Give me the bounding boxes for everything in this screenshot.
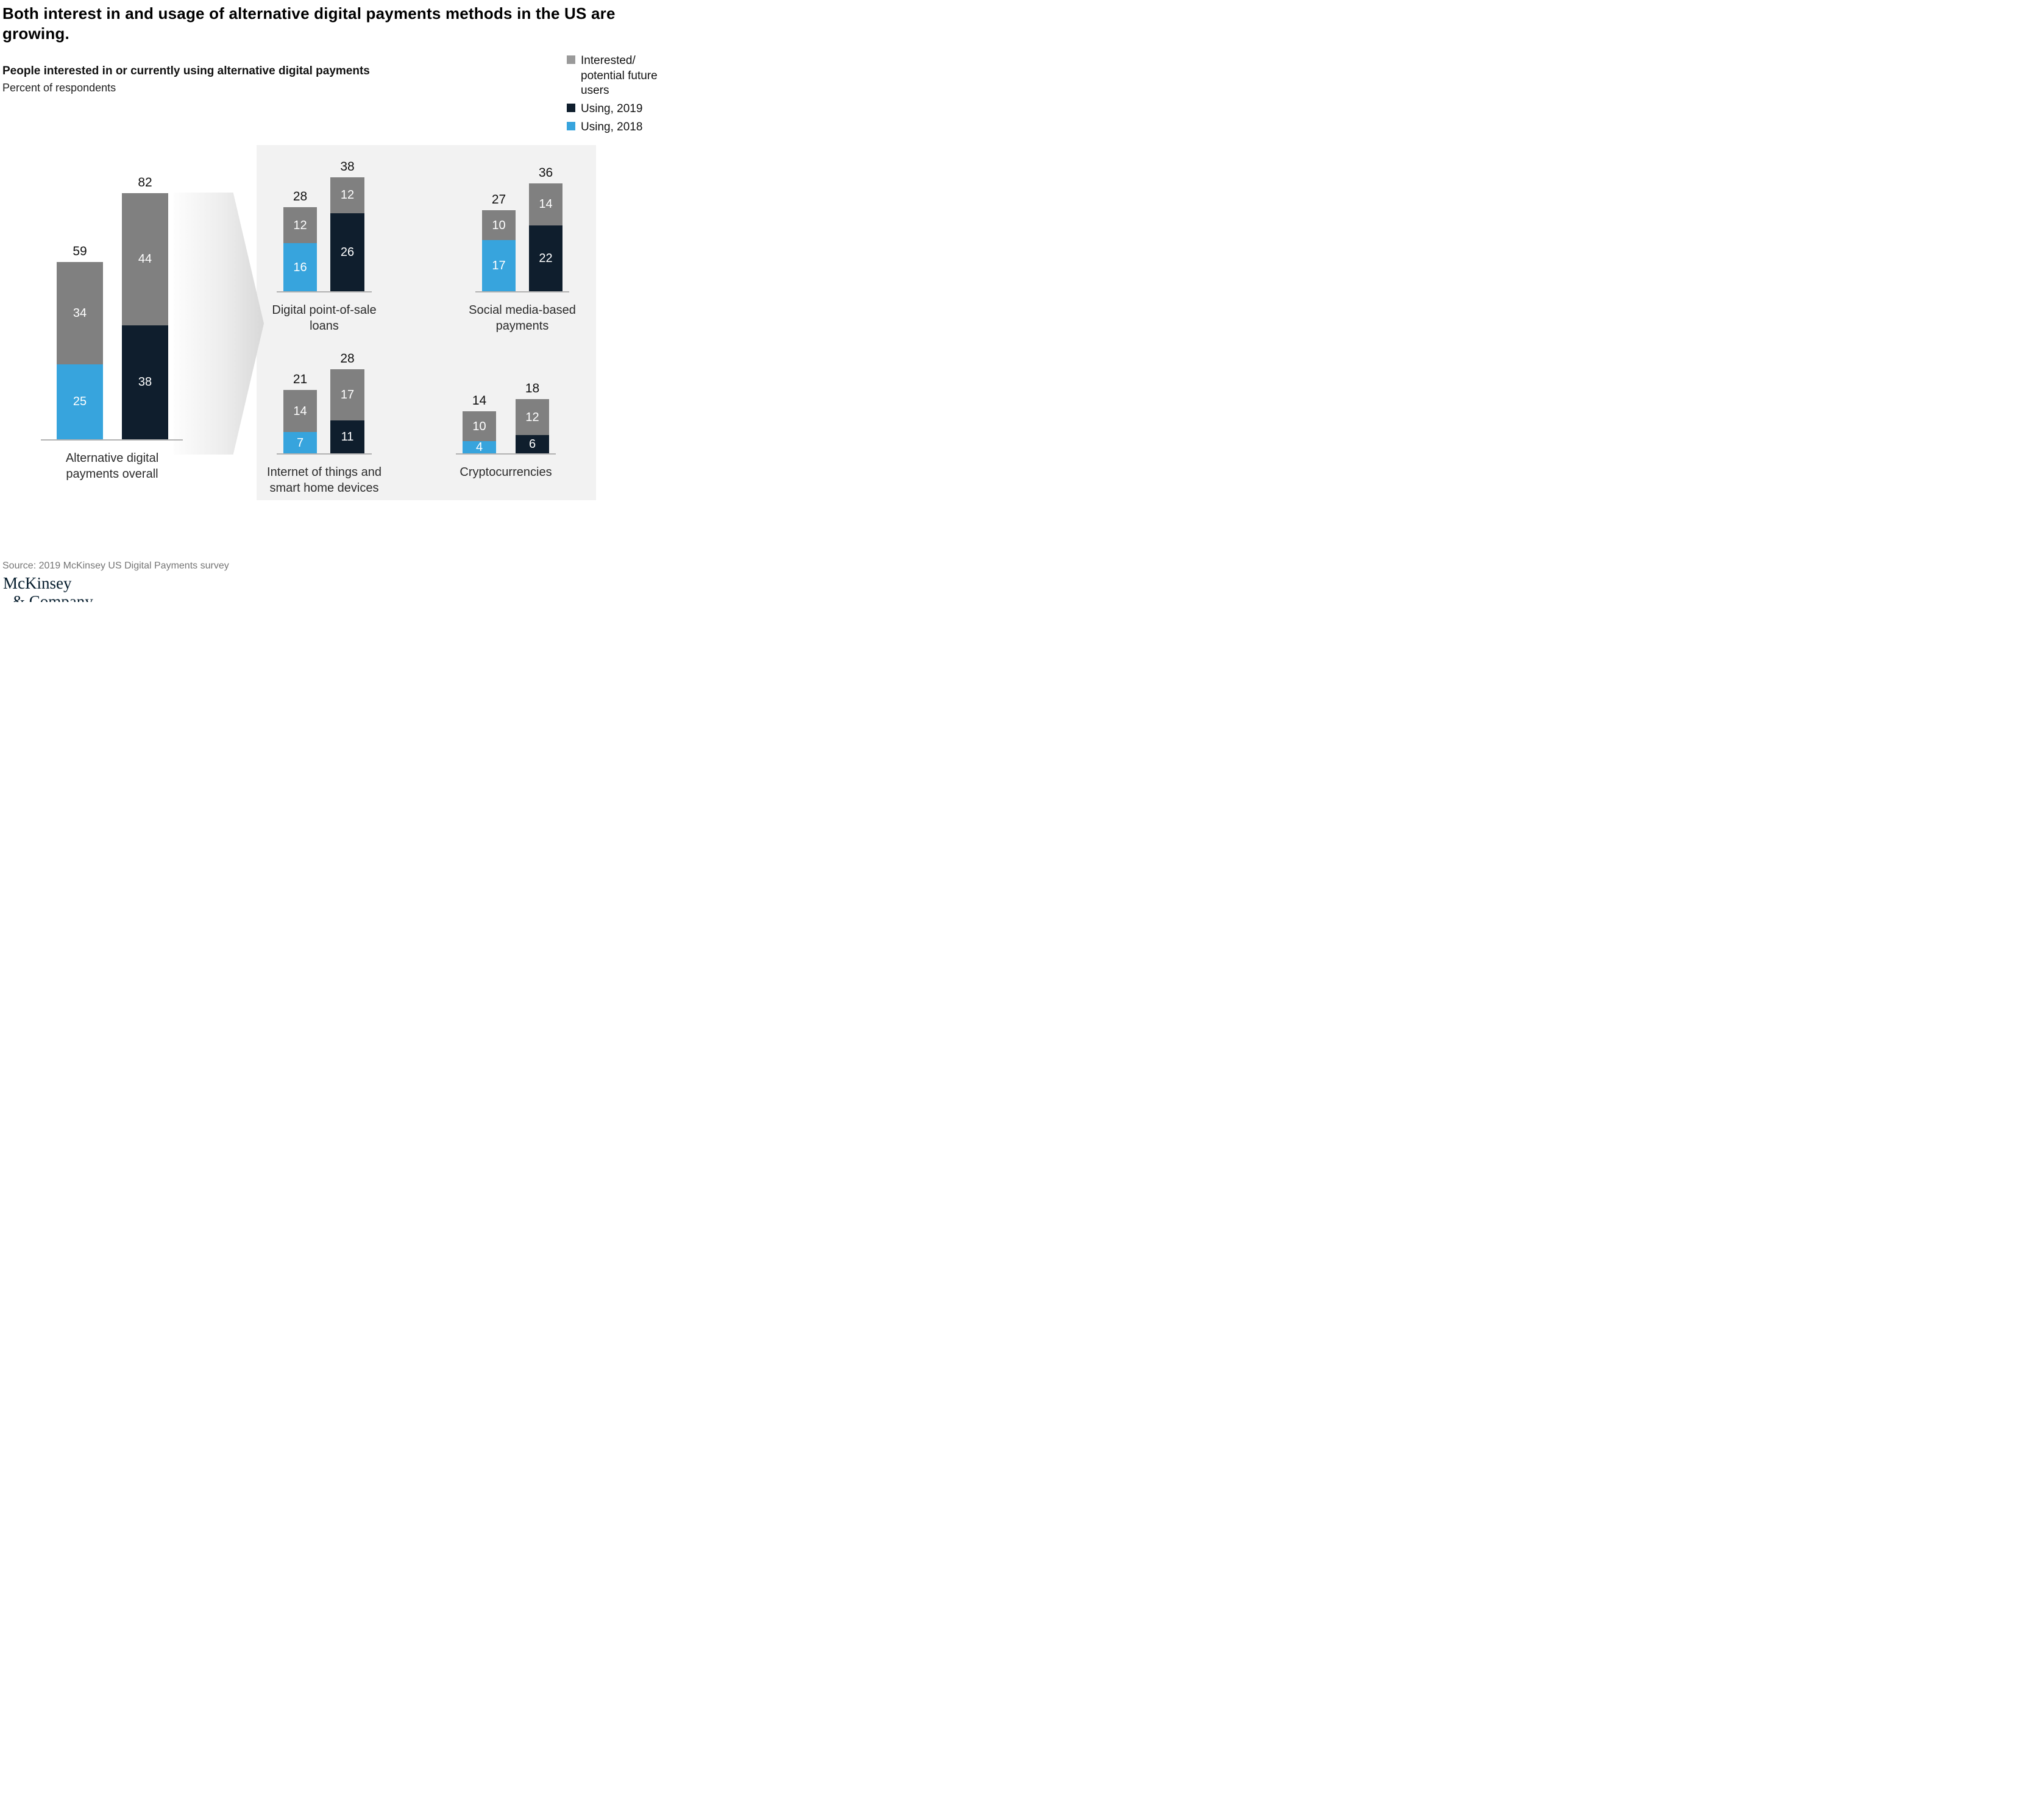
bar-segment-using_2018: 25 xyxy=(57,364,103,439)
bar-segment-interested: 14 xyxy=(529,183,562,225)
bar-segment-interested: 14 xyxy=(283,390,317,433)
bar-total-label: 14 xyxy=(472,393,487,408)
mckinsey-logo: McKinsey & Company xyxy=(3,574,93,603)
bar-total-label: 28 xyxy=(293,189,308,204)
logo-line-2: & Company xyxy=(12,592,93,603)
bar-segment-interested: 10 xyxy=(463,411,496,442)
bar-segment-using_2019: 22 xyxy=(529,225,562,291)
chart-category-label: Cryptocurrencies xyxy=(460,466,552,479)
legend-swatch-1 xyxy=(567,104,575,113)
bar-total-label: 36 xyxy=(538,165,553,180)
chart-category-label: Alternative digital payments overall xyxy=(65,452,159,481)
chart-category-label: Social media-based payments xyxy=(469,303,576,333)
page-title: Both interest in and usage of alternativ… xyxy=(2,4,616,43)
legend-label-1: Using, 2019 xyxy=(581,102,643,116)
bar-segment-using_2018: 7 xyxy=(283,432,317,453)
bar-segment-interested: 12 xyxy=(283,207,317,244)
zoom-arrow-shape xyxy=(174,193,264,455)
bar-segment-interested: 10 xyxy=(482,210,516,241)
chart-axis xyxy=(277,291,372,292)
bar-total-label: 28 xyxy=(340,351,355,366)
bar-value-label: 10 xyxy=(472,419,486,433)
bar-value-label: 4 xyxy=(475,441,483,455)
bar-segment-using_2019: 38 xyxy=(122,325,168,439)
chart-category-label: Digital point-of-sale loans xyxy=(272,303,377,333)
bar-total-label: 21 xyxy=(293,372,308,387)
source-note: Source: 2019 McKinsey US Digital Payment… xyxy=(2,561,229,571)
unit-label: Percent of respondents xyxy=(2,82,116,94)
chart-axis xyxy=(456,453,556,455)
legend-swatch-2 xyxy=(567,121,575,130)
bar-total-label: 27 xyxy=(491,192,506,207)
legend: Interested/ potential future users Using,… xyxy=(567,54,676,138)
chart-axis xyxy=(41,439,183,441)
bar-total-label: 38 xyxy=(340,159,355,174)
legend-swatch-0 xyxy=(567,55,575,64)
legend-label-2: Using, 2018 xyxy=(581,120,643,133)
bar-value-label: 7 xyxy=(296,436,304,450)
exhibit-page: Both interest in and usage of alternativ… xyxy=(0,0,681,602)
bar-segment-using_2018: 16 xyxy=(283,243,317,291)
chart-subtitle: People interested in or currently using … xyxy=(2,65,370,77)
bar-segment-using_2019: 11 xyxy=(330,420,364,453)
bar-segment-interested: 17 xyxy=(330,369,364,420)
bar-total-label: 18 xyxy=(525,381,540,396)
bar-total-label: 59 xyxy=(73,244,87,259)
bar-value-label: 16 xyxy=(293,260,307,274)
bar-value-label: 14 xyxy=(539,197,553,211)
bar-segment-using_2019: 6 xyxy=(516,435,549,453)
bar-segment-interested: 12 xyxy=(330,177,364,213)
legend-label-0: Interested/ potential future users xyxy=(581,54,658,97)
bar-value-label: 10 xyxy=(492,218,506,232)
legend-item-0: Interested/ potential future users xyxy=(567,54,676,99)
bar-total-label: 82 xyxy=(138,175,152,189)
bar-value-label: 6 xyxy=(528,437,536,452)
bar-value-label: 26 xyxy=(340,245,355,259)
bar-segment-using_2018: 17 xyxy=(482,240,516,291)
bar-value-label: 17 xyxy=(340,388,355,402)
bar-value-label: 17 xyxy=(492,259,506,273)
bar-segment-using_2019: 26 xyxy=(330,213,364,291)
bar-value-label: 25 xyxy=(73,395,87,409)
legend-item-1: Using, 2019 xyxy=(567,102,676,117)
bar-value-label: 34 xyxy=(73,306,87,320)
bar-value-label: 22 xyxy=(539,251,553,265)
bar-value-label: 12 xyxy=(340,188,355,202)
bar-value-label: 38 xyxy=(138,375,152,389)
bar-segment-interested: 44 xyxy=(122,193,168,325)
chart-axis xyxy=(475,291,569,292)
logo-line-1: McKinsey xyxy=(3,574,72,592)
bar-value-label: 12 xyxy=(525,410,539,424)
legend-item-2: Using, 2018 xyxy=(567,120,676,135)
bar-value-label: 44 xyxy=(138,252,152,266)
bar-value-label: 11 xyxy=(341,430,354,444)
chart-category-label: Internet of things and smart home device… xyxy=(267,466,381,495)
bar-segment-interested: 34 xyxy=(57,262,103,364)
bar-value-label: 12 xyxy=(293,218,307,232)
chart-axis xyxy=(277,453,372,455)
bar-value-label: 14 xyxy=(293,404,307,418)
bar-segment-using_2018: 4 xyxy=(463,441,496,453)
bar-segment-interested: 12 xyxy=(516,399,549,436)
